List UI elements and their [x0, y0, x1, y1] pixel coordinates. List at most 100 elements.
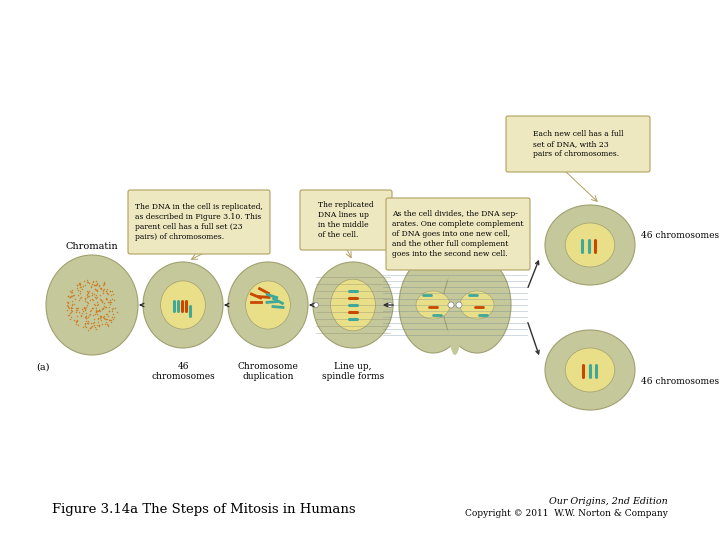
Point — [63, 298, 74, 306]
Point — [79, 322, 91, 330]
Ellipse shape — [456, 302, 462, 308]
Point — [81, 314, 92, 322]
Point — [74, 281, 86, 289]
Point — [92, 299, 104, 308]
Point — [84, 324, 95, 333]
Point — [104, 295, 115, 304]
Point — [66, 308, 77, 316]
Point — [82, 313, 94, 322]
Point — [105, 316, 117, 325]
Point — [81, 278, 93, 287]
Point — [72, 303, 84, 312]
Point — [90, 291, 102, 299]
Ellipse shape — [228, 262, 308, 348]
Point — [88, 300, 99, 308]
Point — [91, 298, 103, 307]
Ellipse shape — [460, 291, 494, 319]
Point — [63, 311, 74, 320]
Point — [80, 316, 91, 325]
Point — [91, 287, 103, 295]
Point — [91, 309, 102, 318]
Point — [89, 318, 100, 326]
Ellipse shape — [565, 223, 615, 267]
Text: (a): (a) — [36, 363, 50, 372]
Point — [90, 281, 102, 289]
Point — [91, 280, 103, 288]
Point — [81, 308, 92, 317]
Point — [71, 306, 83, 314]
Point — [77, 307, 89, 315]
Point — [91, 301, 103, 310]
Point — [89, 284, 101, 293]
Point — [86, 321, 98, 330]
Point — [94, 291, 106, 300]
Point — [93, 321, 104, 329]
Point — [91, 286, 102, 294]
Point — [94, 306, 105, 314]
Point — [85, 319, 96, 328]
Point — [82, 278, 94, 287]
Point — [101, 309, 112, 318]
Point — [102, 312, 114, 320]
Point — [97, 304, 109, 313]
Text: Our Origins, 2nd Edition: Our Origins, 2nd Edition — [549, 497, 668, 507]
Point — [83, 279, 94, 287]
Point — [106, 287, 117, 295]
Point — [78, 323, 89, 332]
Point — [81, 289, 92, 298]
Point — [76, 285, 88, 294]
Ellipse shape — [443, 257, 511, 353]
Point — [89, 280, 100, 289]
Point — [71, 305, 82, 314]
Point — [71, 315, 83, 324]
Point — [87, 295, 99, 304]
Point — [96, 319, 108, 328]
Point — [74, 279, 86, 287]
Point — [61, 305, 73, 314]
Ellipse shape — [545, 330, 635, 410]
Text: Chromosome
duplication: Chromosome duplication — [238, 362, 298, 381]
Point — [93, 307, 104, 315]
Point — [78, 277, 90, 286]
Ellipse shape — [161, 281, 205, 329]
Point — [94, 313, 106, 322]
Point — [81, 301, 93, 309]
Point — [83, 326, 94, 334]
Point — [89, 285, 101, 294]
Point — [88, 303, 99, 312]
Point — [90, 307, 102, 316]
Point — [66, 297, 78, 306]
Point — [86, 283, 97, 292]
Point — [86, 291, 97, 299]
Point — [61, 298, 73, 306]
Point — [81, 319, 93, 328]
Text: Each new cell has a full
set of DNA, with 23
pairs of chromosomes.: Each new cell has a full set of DNA, wit… — [533, 130, 624, 158]
Point — [103, 303, 114, 312]
Point — [80, 313, 91, 321]
Point — [107, 290, 119, 299]
Point — [72, 321, 84, 329]
Point — [73, 291, 84, 299]
Point — [103, 316, 114, 325]
Point — [83, 316, 94, 325]
FancyBboxPatch shape — [386, 198, 530, 270]
Text: Line up,
spindle forms: Line up, spindle forms — [322, 362, 384, 381]
Point — [95, 295, 107, 304]
Point — [84, 287, 95, 295]
Point — [103, 298, 114, 306]
Point — [86, 295, 98, 303]
Point — [80, 312, 91, 320]
Point — [94, 307, 106, 316]
Point — [91, 292, 102, 301]
Point — [106, 295, 117, 303]
Point — [90, 293, 102, 301]
Point — [81, 292, 93, 301]
Point — [66, 306, 77, 314]
Point — [84, 292, 95, 300]
Point — [91, 277, 102, 286]
Point — [83, 319, 94, 328]
Point — [90, 325, 102, 334]
Point — [83, 310, 94, 319]
Ellipse shape — [447, 255, 463, 355]
Point — [62, 299, 73, 307]
